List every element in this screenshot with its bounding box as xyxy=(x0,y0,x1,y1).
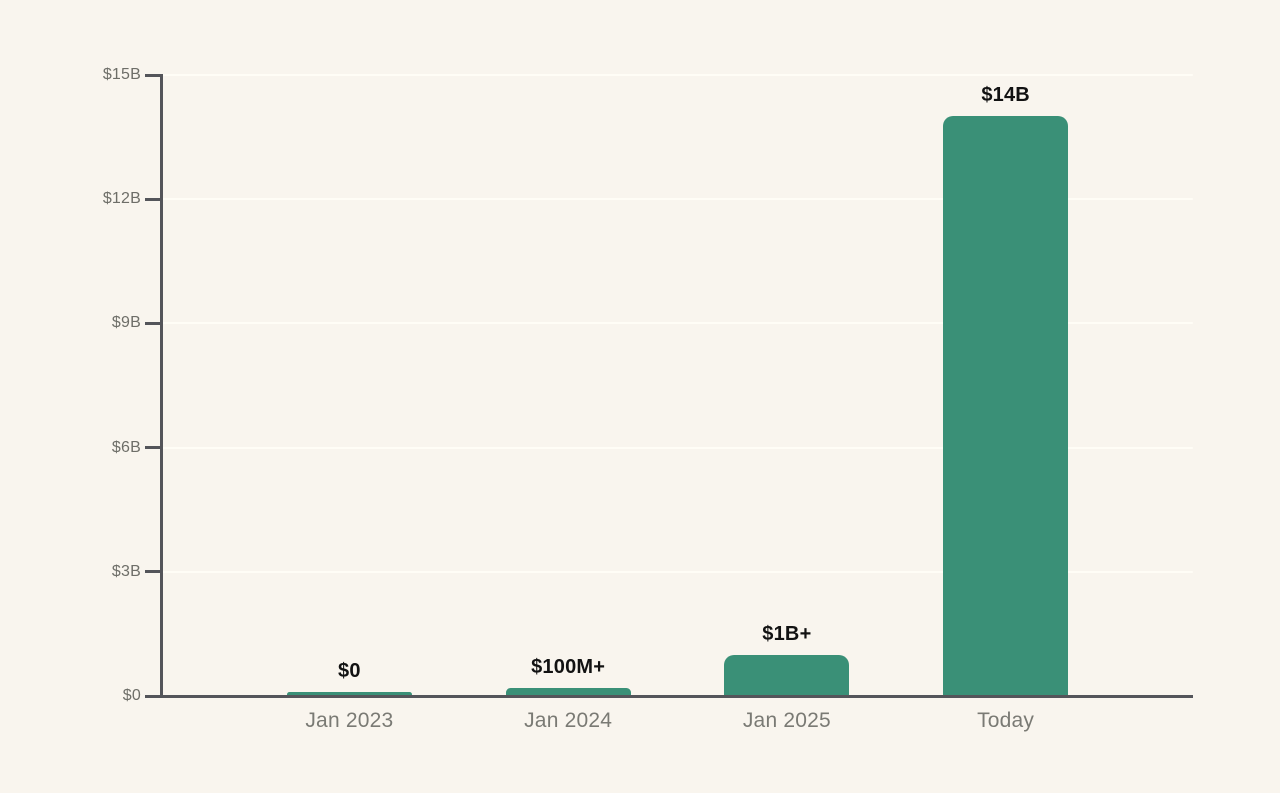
y-axis-tick-label: $12B xyxy=(102,190,141,208)
y-axis-tick-mark xyxy=(145,570,162,574)
x-axis-label-today: Today xyxy=(977,709,1035,732)
x-axis-label-jan-2023: Jan 2023 xyxy=(305,709,394,732)
y-axis-tick-label: $0 xyxy=(122,687,141,704)
bar-value-label-jan-2024: $100M+ xyxy=(531,655,606,678)
gridline xyxy=(162,198,1193,201)
y-axis-tick-mark xyxy=(145,197,162,201)
y-axis-tick-mark xyxy=(145,446,162,450)
y-axis-tick-label: $15B xyxy=(102,66,141,83)
gridline xyxy=(162,74,1193,76)
gridline xyxy=(162,446,1193,449)
gridline xyxy=(162,570,1193,573)
y-axis-tick-label: $6B xyxy=(111,438,141,456)
bar-jan-2023 xyxy=(286,691,412,696)
y-axis-tick-mark xyxy=(145,694,162,698)
bar-today xyxy=(943,116,1069,696)
bar-jan-2025 xyxy=(724,654,850,696)
bar-value-label-jan-2023: $0 xyxy=(338,659,361,682)
bar-value-label-today: $14B xyxy=(981,84,1030,107)
bar-value-label-jan-2025: $1B+ xyxy=(762,622,812,645)
y-axis-tick-mark xyxy=(145,321,162,325)
y-axis-tick-label: $9B xyxy=(111,314,141,332)
x-axis-label-jan-2025: Jan 2025 xyxy=(742,709,831,732)
y-axis-tick-mark xyxy=(145,73,162,77)
y-axis-tick-label: $3B xyxy=(111,562,141,580)
gridline xyxy=(162,322,1193,325)
bar-jan-2024 xyxy=(505,687,631,696)
y-axis-line xyxy=(160,74,163,697)
x-axis-label-jan-2024: Jan 2024 xyxy=(524,709,613,732)
